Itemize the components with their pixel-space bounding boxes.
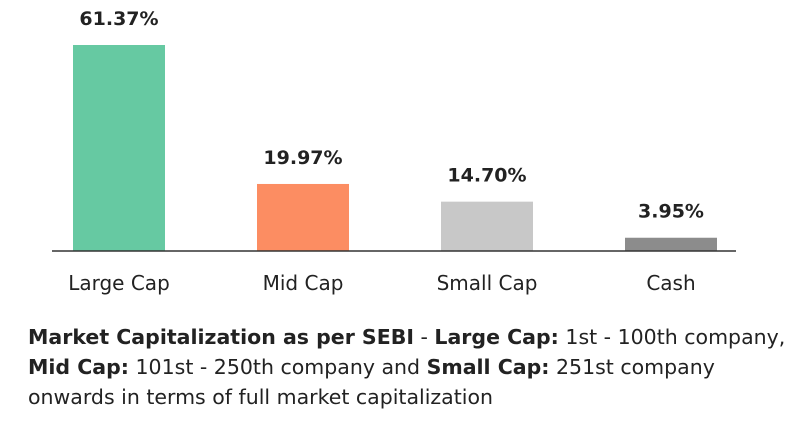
note-mid-cap-text: 101st - 250th company and: [129, 355, 427, 379]
data-label-small-cap: 14.70%: [447, 165, 526, 187]
note-small-cap-label: Small Cap:: [426, 355, 550, 379]
data-label-large-cap: 61.37%: [79, 8, 158, 30]
category-label-small-cap: Small Cap: [437, 271, 538, 295]
note-small-cap-text: 251st company onwards in terms of full m…: [28, 355, 715, 409]
bar-cash: [625, 237, 717, 251]
data-label-cash: 3.95%: [638, 201, 704, 223]
note-large-cap-text: 1st - 100th company,: [558, 325, 786, 349]
category-label-large-cap: Large Cap: [68, 271, 170, 295]
category-label-mid-cap: Mid Cap: [263, 271, 344, 295]
note-heading: Market Capitalization as per SEBI: [28, 325, 414, 349]
market-cap-note: Market Capitalization as per SEBI - Larg…: [28, 322, 788, 412]
bar-chart: 61.37% Large Cap 19.97% Mid Cap 14.70% Small …: [52, 8, 736, 295]
category-label-cash: Cash: [646, 271, 695, 295]
note-separator: -: [413, 325, 435, 349]
bar-large-cap: [73, 45, 165, 251]
note-mid-cap-label: Mid Cap:: [28, 355, 129, 379]
bar-mid-cap: [257, 183, 349, 251]
note-large-cap-label: Large Cap:: [434, 325, 559, 349]
data-label-mid-cap: 19.97%: [263, 147, 342, 169]
bar-small-cap: [441, 201, 533, 251]
